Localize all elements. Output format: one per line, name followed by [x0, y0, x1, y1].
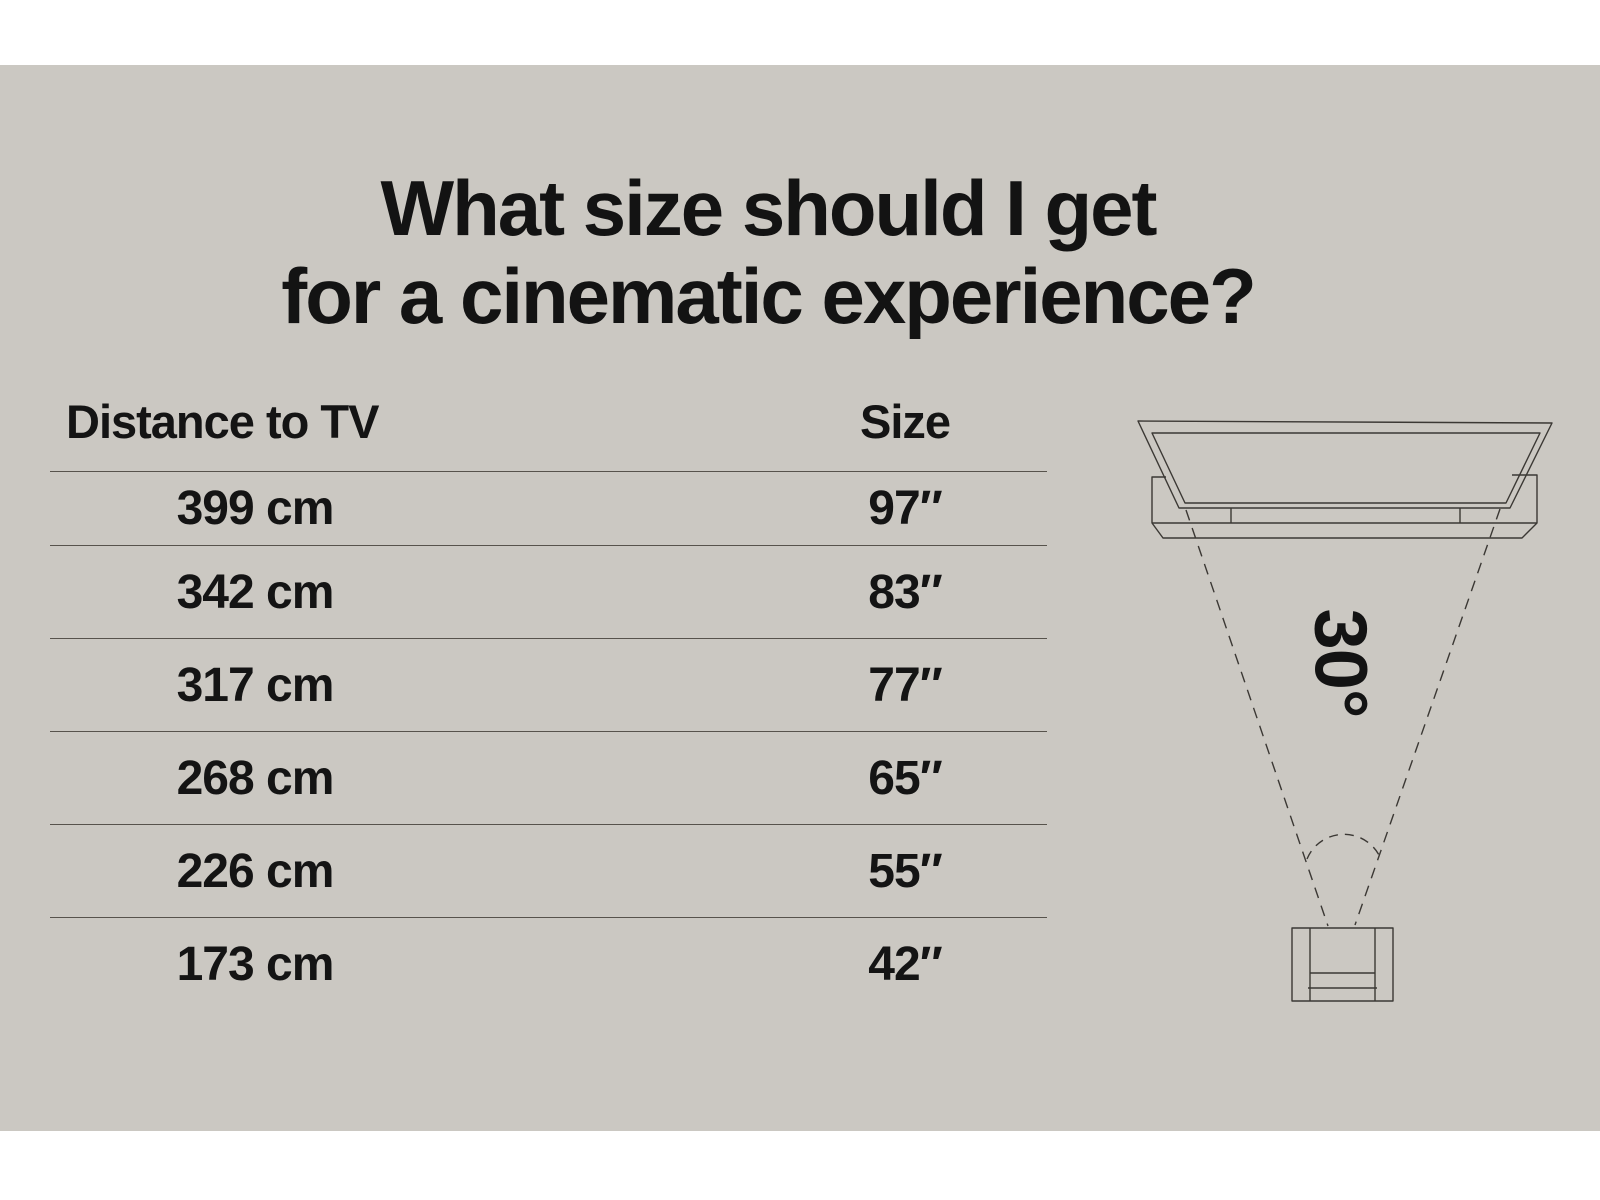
angle-label: 30° [1300, 609, 1383, 718]
distance-value: 399 cm [176, 482, 335, 535]
distance-value: 317 cm [176, 658, 335, 712]
viewing-angle-arc [1306, 833, 1380, 860]
tv-screen-icon [1151, 432, 1541, 504]
size-value: 83″ [868, 565, 942, 619]
viewing-angle-diagram: 30° [1137, 420, 1553, 1002]
table-row: 173 cm 42″ [50, 918, 1047, 1010]
sight-line-left [1185, 509, 1329, 927]
table-row: 342 cm 83″ [50, 546, 1047, 639]
tv-stand-icon [1151, 474, 1538, 539]
distance-size-table: Distance to TV Size 399 cm 97″ 342 cm 83… [50, 382, 1047, 1010]
size-value: 77″ [868, 658, 942, 712]
table-row: 399 cm 97″ [50, 472, 1047, 546]
size-value: 42″ [868, 937, 942, 991]
column-header-size: Size [859, 395, 951, 448]
table-row: 317 cm 77″ [50, 639, 1047, 732]
table-row: 268 cm 65″ [50, 732, 1047, 825]
sight-line-right [1354, 508, 1501, 926]
table-row: 226 cm 55″ [50, 825, 1047, 918]
distance-value: 342 cm [176, 565, 335, 619]
title-line-1: What size should I get [380, 164, 1157, 253]
size-value: 55″ [868, 844, 942, 898]
column-header-distance: Distance to TV [66, 395, 379, 448]
table-header-row: Distance to TV Size [50, 382, 1047, 472]
title-line-2: for a cinematic experience? [281, 252, 1256, 341]
tv-outer-frame-icon [1137, 420, 1553, 509]
distance-value: 173 cm [176, 937, 335, 991]
viewer-chair-icon [1291, 927, 1394, 1002]
page-title: What size should I get for a cinematic e… [0, 164, 1536, 340]
size-value: 65″ [868, 751, 942, 805]
gray-canvas [0, 65, 1600, 1131]
distance-value: 226 cm [176, 844, 335, 898]
distance-value: 268 cm [176, 751, 335, 805]
size-value: 97″ [868, 482, 942, 535]
